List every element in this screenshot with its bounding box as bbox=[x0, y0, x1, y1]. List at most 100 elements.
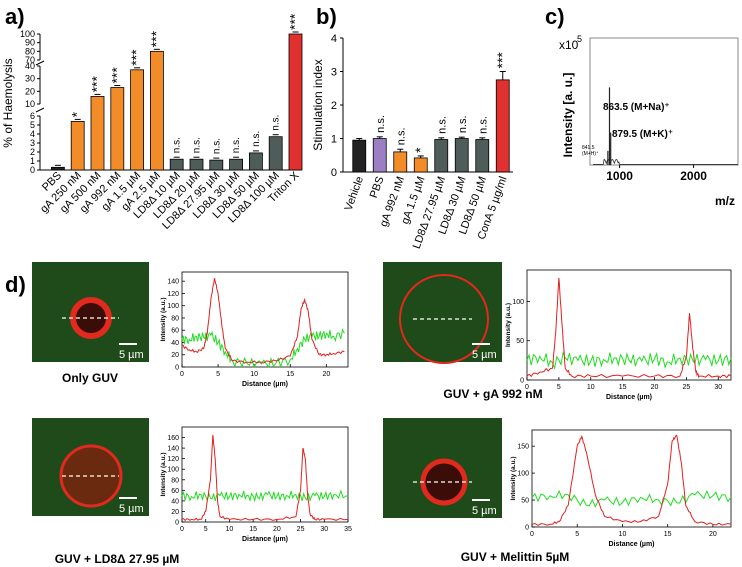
b-ytick-label: 4 bbox=[331, 33, 337, 45]
c-peak-label: 879.5 (M+K)⁺ bbox=[612, 129, 673, 140]
b-significance: *** bbox=[494, 52, 510, 69]
d1-ytick-label: 100 bbox=[167, 303, 179, 310]
b-bar bbox=[352, 139, 367, 173]
d2-xtick-label: 30 bbox=[714, 384, 722, 391]
a-ytick-label: 90 bbox=[25, 38, 35, 48]
d4-series-red bbox=[531, 434, 732, 526]
d1-title: Only GUV bbox=[62, 371, 118, 385]
d3-ytick-label: 60 bbox=[171, 488, 179, 495]
d1-xtick-label: 15 bbox=[286, 371, 294, 378]
a-bar bbox=[229, 158, 244, 171]
d1-ytick-label: 120 bbox=[167, 291, 179, 298]
d4-ytick-label: 150 bbox=[517, 444, 529, 451]
d4-ylabel: Intensity (a.u.) bbox=[510, 456, 517, 500]
d3-xtick-label: 10 bbox=[226, 526, 234, 533]
a-ylabel: % of Haemolysis bbox=[1, 58, 15, 147]
b-significance: n.s. bbox=[436, 116, 448, 134]
a-ytick-label: 20 bbox=[25, 86, 35, 96]
d2-xlabel: Distance (µm) bbox=[606, 394, 652, 401]
b-significance: n.s. bbox=[457, 115, 469, 133]
d4-xtick-label: 5 bbox=[575, 531, 579, 538]
a-bar bbox=[149, 50, 164, 171]
d4-ytick-label: 50 bbox=[521, 498, 529, 505]
b-bar bbox=[475, 139, 490, 173]
c-plot-frame bbox=[589, 37, 739, 166]
a-ytick-label: 1 bbox=[30, 156, 35, 166]
panel-label-d: d) bbox=[5, 272, 26, 297]
b-significance: n.s. bbox=[477, 116, 489, 134]
a-ytick-label: 4 bbox=[30, 129, 35, 139]
b-significance: n.s. bbox=[395, 127, 407, 145]
d3-ytick-label: 120 bbox=[167, 456, 179, 463]
d3-series-red bbox=[181, 434, 349, 522]
a-bar bbox=[70, 121, 85, 171]
d1-xtick-label: 0 bbox=[180, 371, 184, 378]
a-ytick-label: 6 bbox=[30, 111, 35, 121]
d1-xtick-label: 20 bbox=[322, 371, 330, 378]
d3-ytick-label: 20 bbox=[171, 509, 179, 516]
a-significance: *** bbox=[89, 76, 105, 93]
b-bar bbox=[393, 151, 408, 173]
d2-xtick-label: 15 bbox=[619, 384, 627, 391]
d1-ylabel: Intensity (a.u.) bbox=[160, 297, 167, 341]
a-bar bbox=[169, 158, 184, 171]
b-bar bbox=[372, 138, 387, 173]
b-ytick-label: 0 bbox=[331, 167, 337, 179]
d2-xtick-label: 20 bbox=[651, 384, 659, 391]
panel-label-c: c) bbox=[545, 4, 565, 29]
d1-series-green bbox=[181, 327, 345, 369]
d1-ytick-label: 20 bbox=[171, 352, 179, 359]
b-ylabel: Stimulation index bbox=[311, 59, 325, 150]
d1-ytick-label: 140 bbox=[167, 279, 179, 286]
a-ytick-label: 40 bbox=[25, 61, 35, 71]
d2-ylabel: Intensity (a.u.) bbox=[505, 303, 512, 347]
b-significance: * bbox=[412, 147, 428, 153]
a-ytick-label: 3 bbox=[30, 138, 35, 148]
b-ytick-label: 2 bbox=[331, 100, 337, 112]
d2-series-green bbox=[526, 350, 732, 371]
d4-image-scalebar-label: 5 µm bbox=[472, 505, 497, 517]
a-significance: n.s. bbox=[172, 137, 183, 153]
d2-xtick-label: 0 bbox=[525, 384, 529, 391]
d3-xtick-label: 30 bbox=[320, 526, 328, 533]
d3-xtick-label: 5 bbox=[204, 526, 208, 533]
d2-image-bg bbox=[383, 262, 502, 362]
d3-xtick-label: 35 bbox=[344, 526, 352, 533]
a-bar bbox=[189, 158, 204, 171]
d3-ytick-label: 0 bbox=[175, 520, 179, 527]
a-ytick-label: 30 bbox=[25, 74, 35, 84]
a-ytick-label: 5 bbox=[30, 120, 35, 130]
d3-ytick-label: 140 bbox=[167, 446, 179, 453]
a-ytick-label: 70 bbox=[25, 55, 35, 65]
a-significance: n.s. bbox=[231, 137, 242, 153]
d2-image-scalebar-label: 5 µm bbox=[472, 349, 497, 361]
d3-ytick-label: 160 bbox=[167, 435, 179, 442]
d3-xtick-label: 15 bbox=[249, 526, 257, 533]
d2-xtick-label: 10 bbox=[587, 384, 595, 391]
d3-ytick-label: 80 bbox=[171, 477, 179, 484]
c-spectrum-baseline bbox=[592, 158, 738, 165]
c-peak-label: 863.5 (M+Na)⁺ bbox=[603, 102, 670, 113]
a-bar bbox=[248, 152, 263, 171]
a-significance: *** bbox=[287, 13, 303, 30]
a-bar bbox=[51, 166, 65, 171]
a-significance: *** bbox=[108, 67, 124, 84]
d3-xtick-label: 20 bbox=[273, 526, 281, 533]
d4-xtick-label: 20 bbox=[709, 531, 717, 538]
c-y-exponent: 5 bbox=[577, 34, 582, 44]
b-significance: n.s. bbox=[375, 115, 387, 133]
d1-xlabel: Distance (µm) bbox=[242, 381, 288, 388]
a-bar bbox=[110, 87, 125, 171]
c-y-multiplier: x10 bbox=[559, 38, 579, 52]
b-category-label: PBS bbox=[368, 175, 387, 200]
a-axis-break bbox=[35, 60, 45, 66]
d2-xtick-label: 25 bbox=[682, 384, 690, 391]
a-ytick-label: 100 bbox=[20, 29, 35, 39]
d1-image-scalebar-label: 5 µm bbox=[119, 349, 144, 361]
c-ylabel: Intensity [a. u.] bbox=[561, 73, 575, 158]
a-significance: n.s. bbox=[271, 115, 282, 131]
a-significance: * bbox=[69, 111, 85, 117]
d1-ytick-label: 80 bbox=[171, 315, 179, 322]
d3-ytick-label: 100 bbox=[167, 467, 179, 474]
